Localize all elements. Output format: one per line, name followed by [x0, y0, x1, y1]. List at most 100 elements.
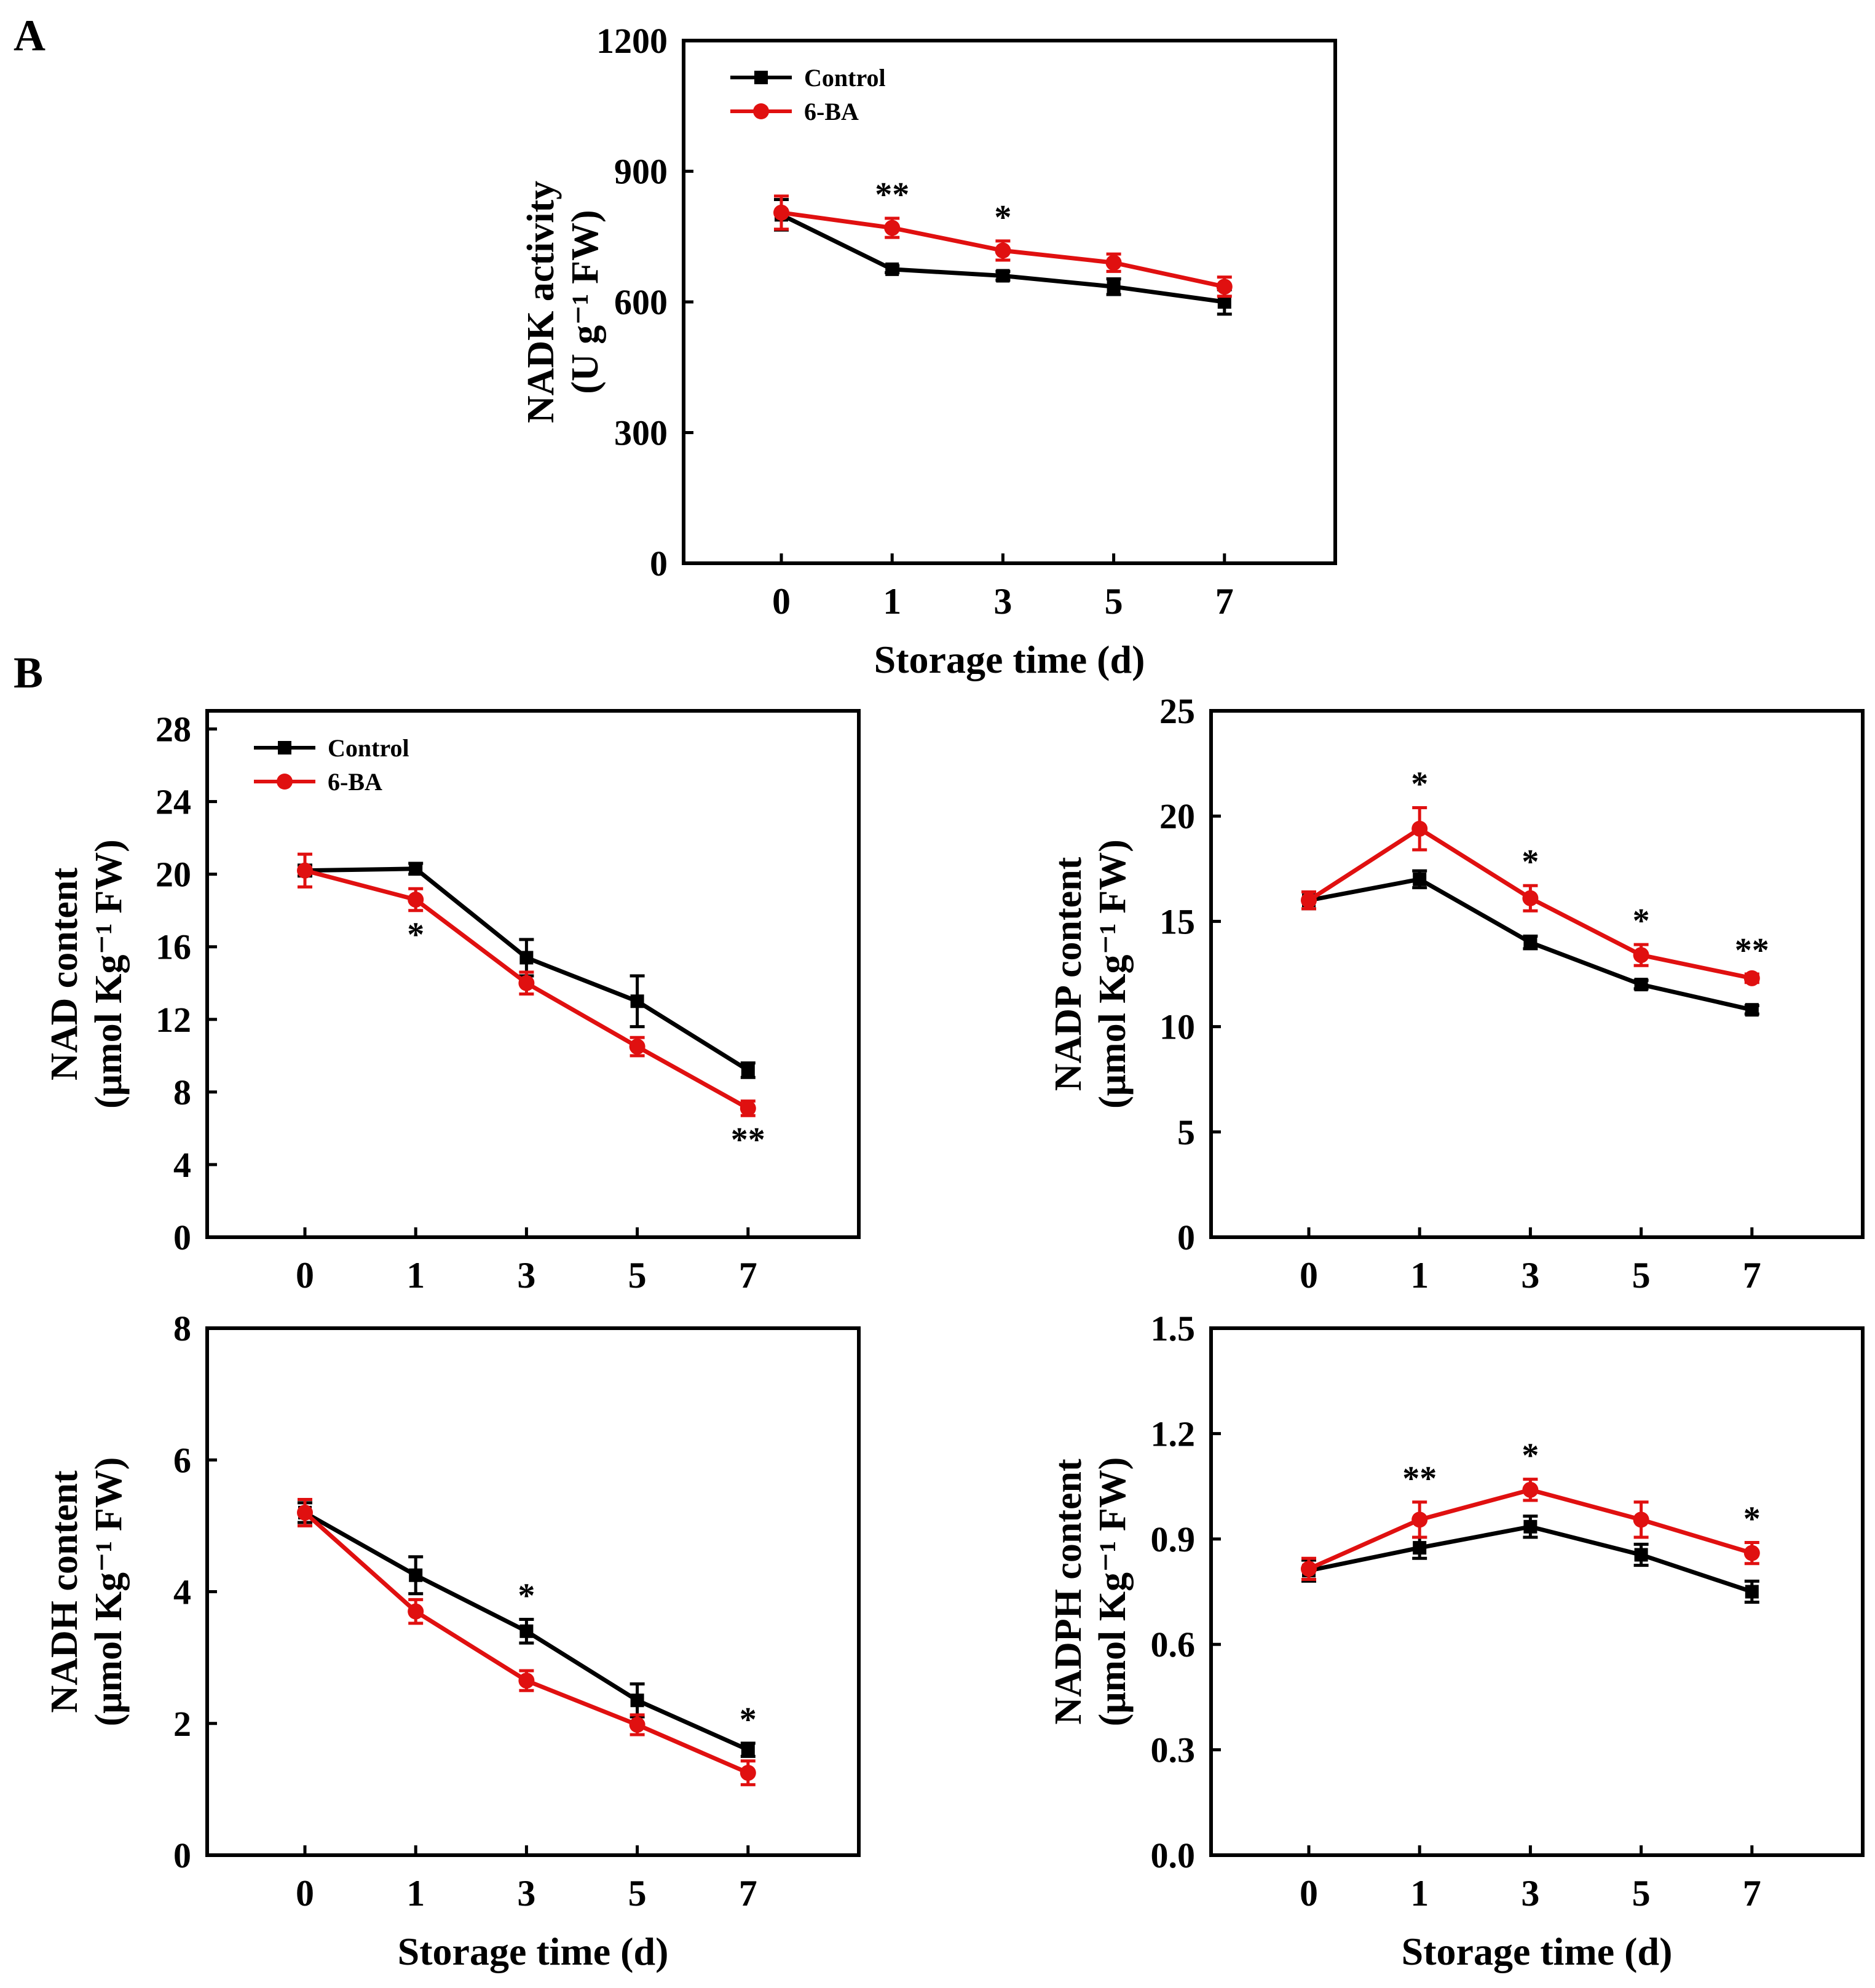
nadph-xtick-label: 7	[1743, 1873, 1761, 1914]
nadk-xtick-label: 3	[993, 581, 1012, 622]
nad-xtick-label: 7	[739, 1255, 757, 1296]
nad-xtick-label: 3	[517, 1255, 535, 1296]
nad-ytick-label: 0	[173, 1218, 191, 1257]
nad-ytick-label: 28	[156, 710, 191, 750]
nadh-xlabel: Storage time (d)	[398, 1930, 669, 1973]
nadph-ytick-label: 1.5	[1151, 1309, 1196, 1348]
nadph-ytick-label: 0.6	[1151, 1625, 1196, 1665]
nadp-control-point	[1634, 978, 1648, 992]
nadp-xtick-label: 3	[1521, 1255, 1539, 1296]
nadp-ytick-label: 20	[1159, 796, 1195, 836]
nadp-ytick-label: 10	[1159, 1007, 1195, 1047]
nadk-xlabel: Storage time (d)	[874, 638, 1145, 681]
nadk-significance-marker: *	[994, 199, 1011, 237]
nadp-treatment-point	[1633, 947, 1649, 964]
nadph-ylabel-line2: (μmol Kg⁻¹ FW)	[1092, 1457, 1134, 1727]
nadph-treatment-point	[1301, 1561, 1317, 1577]
nadh-xtick-label: 5	[628, 1873, 647, 1914]
nadph-treatment-point	[1522, 1481, 1539, 1498]
nadp-significance-marker: *	[1522, 843, 1539, 881]
nadk-xtick-label: 5	[1105, 581, 1123, 622]
nad-treatment-point	[629, 1039, 645, 1055]
nad-treatment-point	[740, 1100, 756, 1117]
nadp-significance-marker: *	[1411, 766, 1428, 804]
nadph-significance-marker: *	[1522, 1437, 1539, 1475]
nadk-treatment-point	[884, 220, 901, 236]
nadph-treatment-point	[1633, 1511, 1649, 1528]
nadph-xtick-label: 0	[1300, 1873, 1318, 1914]
nad-xtick-label: 0	[296, 1255, 314, 1296]
nadp-xtick-label: 7	[1743, 1255, 1761, 1296]
nadk-control-point	[1217, 295, 1231, 309]
nad-control-point	[630, 994, 644, 1008]
nadk-xtick-label: 0	[772, 581, 791, 622]
nadp-treatment-point	[1522, 890, 1539, 906]
nadph-control-point	[1523, 1519, 1538, 1534]
nadph-control-point	[1634, 1548, 1648, 1562]
nadp-significance-marker: **	[1735, 932, 1769, 970]
nadh-xtick-label: 7	[739, 1873, 757, 1914]
nad-significance-marker: **	[731, 1121, 765, 1159]
nad-legend-treatment-marker	[277, 774, 293, 790]
nadk-treatment-point	[1105, 255, 1122, 271]
nadh-xtick-label: 3	[517, 1873, 535, 1914]
nad-ytick-label: 4	[173, 1145, 191, 1185]
nad-legend-treatment-label: 6-BA	[328, 768, 382, 796]
nadp-ylabel-line2: (μmol Kg⁻¹ FW)	[1092, 839, 1134, 1109]
nadk-ylabel-line2: (U g⁻¹ FW)	[564, 210, 606, 394]
nad-xtick-label: 5	[628, 1255, 647, 1296]
nad-treatment-point	[408, 891, 424, 908]
nadk-legend-control-label: Control	[804, 64, 886, 92]
nad-xtick-label: 1	[406, 1255, 425, 1296]
nadph-significance-marker: **	[1402, 1460, 1437, 1498]
nad-ytick-label: 20	[156, 855, 191, 895]
nadp-xtick-label: 0	[1300, 1255, 1318, 1296]
nadph-ytick-label: 1.2	[1151, 1414, 1196, 1454]
nadh-xtick-label: 1	[406, 1873, 425, 1914]
nadk-ytick-label: 300	[614, 413, 668, 453]
nad-treatment-point	[297, 862, 313, 879]
nadph-xlabel: Storage time (d)	[1402, 1930, 1673, 1973]
nadp-significance-marker: *	[1633, 902, 1650, 940]
nadk-xtick-label: 1	[883, 581, 901, 622]
nad-significance-marker: *	[407, 916, 424, 954]
nad-control-point	[519, 951, 534, 965]
nad-ytick-label: 24	[156, 782, 191, 822]
nadk-ylabel-line1: NADK activity	[520, 181, 562, 423]
chart-nadh: 0 2 4 6 8 0 1 3 5 7 NADH content (μmol Kg⁻¹ FW) Stor…	[44, 1309, 861, 1973]
nadp-xtick-label: 1	[1410, 1255, 1429, 1296]
nad-legend-control-label: Control	[328, 734, 409, 762]
nadph-significance-marker: *	[1743, 1500, 1761, 1539]
nadh-xtick-label: 0	[296, 1873, 314, 1914]
nad-control-point	[741, 1063, 755, 1077]
nadk-xtick-label: 7	[1215, 581, 1234, 622]
nadp-ytick-label: 25	[1159, 691, 1195, 731]
chart-nadk: 0 300 600 900 1200 0 1 3 5 7 NADK activity (U g⁻¹ F…	[520, 21, 1337, 681]
panel-label-a: A	[14, 11, 45, 60]
nadh-significance-marker: *	[518, 1577, 535, 1615]
nadh-treatment-point	[740, 1765, 756, 1781]
nadp-ylabel-line1: NADP content	[1048, 857, 1089, 1091]
chart-nad: 0 4 8 12 16 20 24 28 0 1 3 5 7 NAD content (μmol Kg⁻¹ …	[44, 709, 861, 1296]
nadh-treatment-point	[408, 1603, 424, 1620]
nadh-ytick-label: 0	[173, 1836, 191, 1875]
nadh-treatment-point	[629, 1716, 645, 1733]
nadk-ytick-label: 600	[614, 282, 668, 322]
nadh-treatment-point	[297, 1504, 313, 1521]
nadh-treatment-point	[518, 1673, 535, 1689]
nadph-ylabel-line1: NADPH content	[1048, 1459, 1089, 1725]
nadk-ytick-label: 1200	[596, 21, 668, 61]
nadk-ytick-label: 0	[650, 544, 668, 584]
nad-ylabel-line1: NAD content	[44, 868, 85, 1080]
nadph-xtick-label: 5	[1632, 1873, 1651, 1914]
nad-ytick-label: 8	[173, 1072, 191, 1112]
nadp-ytick-label: 5	[1177, 1112, 1195, 1152]
nadp-ytick-label: 15	[1159, 901, 1195, 941]
nadh-ytick-label: 4	[173, 1572, 191, 1612]
nad-treatment-point	[518, 975, 535, 991]
nadh-control-point	[630, 1693, 644, 1708]
nadk-treatment-point	[773, 204, 789, 221]
nadph-treatment-point	[1743, 1545, 1760, 1561]
nadk-legend-treatment-label: 6-BA	[804, 98, 859, 125]
